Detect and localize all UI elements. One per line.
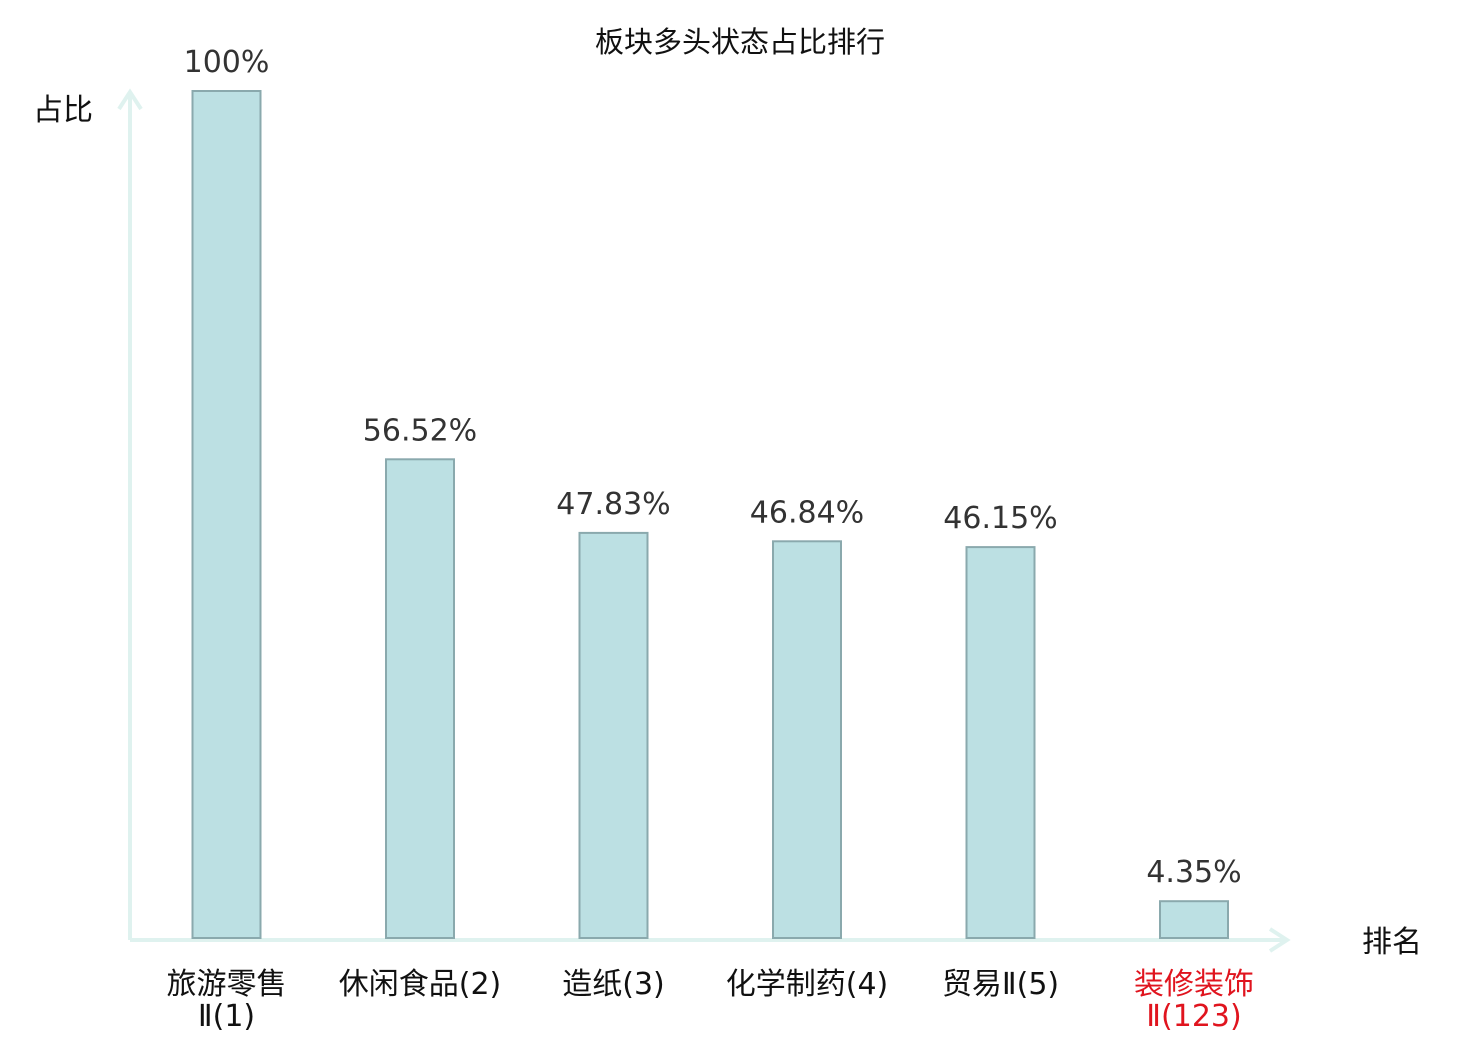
value-label-4: 46.84% bbox=[750, 495, 864, 530]
category-label-1-line-2: Ⅱ(1) bbox=[198, 999, 255, 1034]
x-axis-label: 排名 bbox=[1362, 925, 1422, 960]
category-label-5-line-1: 贸易Ⅱ(5) bbox=[942, 967, 1059, 1002]
y-axis-arrow-icon bbox=[117, 88, 143, 111]
category-label-6-line-2: Ⅱ(123) bbox=[1146, 999, 1241, 1034]
bar-5 bbox=[965, 546, 1036, 939]
category-label-6-line-1: 装修装饰 bbox=[1134, 967, 1254, 1002]
bar-6 bbox=[1159, 900, 1229, 940]
bar-3 bbox=[578, 531, 649, 940]
x-axis-arrow-icon bbox=[1268, 927, 1291, 953]
value-label-2: 56.52% bbox=[363, 413, 477, 448]
value-label-6: 4.35% bbox=[1146, 855, 1241, 890]
bar-4 bbox=[772, 540, 842, 939]
category-label-1-line-1: 旅游零售 bbox=[167, 967, 287, 1002]
bar-1 bbox=[191, 90, 262, 939]
x-axis bbox=[130, 927, 1291, 953]
category-label-2-line-1: 休闲食品(2) bbox=[339, 967, 502, 1002]
value-labels: 100% 56.52% 47.83% 46.84% 46.15% 4.35% bbox=[184, 45, 1242, 890]
value-label-1: 100% bbox=[184, 45, 270, 80]
y-axis-label: 占比 bbox=[33, 93, 93, 128]
bars bbox=[191, 90, 1229, 940]
y-axis bbox=[117, 88, 143, 940]
category-label-3-line-1: 造纸(3) bbox=[562, 967, 665, 1002]
value-label-3: 47.83% bbox=[556, 487, 670, 522]
bar-2 bbox=[385, 458, 455, 939]
chart-title: 板块多头状态占比排行 bbox=[595, 25, 885, 59]
value-label-5: 46.15% bbox=[943, 501, 1057, 536]
category-label-4-line-1: 化学制药(4) bbox=[726, 967, 889, 1002]
